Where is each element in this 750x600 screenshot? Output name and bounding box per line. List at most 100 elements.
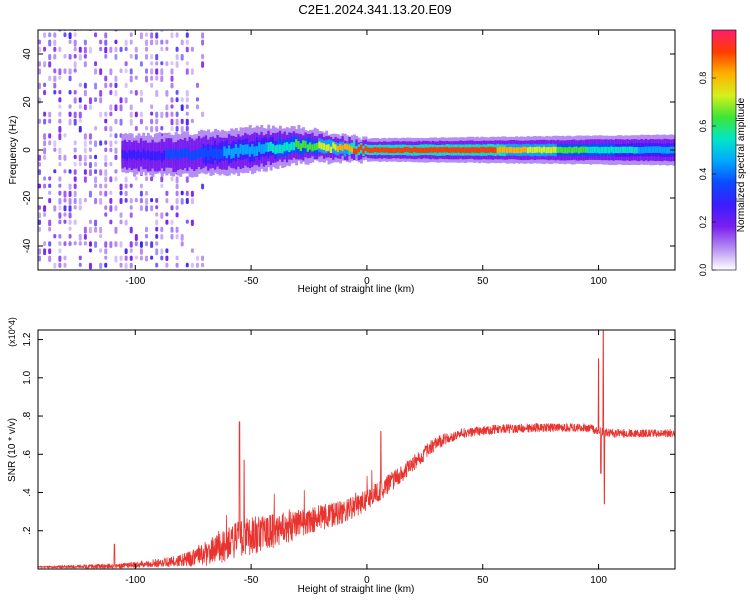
heatmap-noise-cell [68,75,72,82]
heatmap-band-cell [151,151,155,161]
heatmap-noise-cell [38,183,41,189]
heatmap-band-cell [216,149,220,160]
heatmap-noise-cell [109,162,113,167]
heatmap-noise-cell [134,75,138,80]
heatmap-noise-cell [165,255,169,261]
heatmap-band-cell [137,149,141,159]
heatmap-noise-cell [63,154,67,161]
heatmap-noise-cell [129,226,133,234]
heatmap-band-cell [589,146,593,154]
heatmap-noise-cell [139,248,143,255]
heatmap-noise-cell [114,169,118,174]
heatmap-noise-cell [160,176,164,183]
heatmap-band-cell [436,147,440,153]
heatmap-noise-cell [170,226,174,233]
heatmap-noise-cell [155,234,159,239]
snr-y-multiplier: (x10^4) [7,317,17,347]
heatmap-noise-cell [43,118,47,125]
heatmap-noise-cell [58,97,62,103]
heatmap-noise-cell [68,190,72,197]
heatmap-noise-cell [43,61,47,68]
spectrogram-ticks: -100 -50 0 50 100 -40 -20 0 20 40 [22,30,675,287]
heatmap-noise-cell [155,111,159,118]
heatmap-band-cell [637,147,641,154]
heatmap-band-cell [485,147,488,154]
heatmap-noise-cell [109,104,113,111]
heatmap-band-cell [246,144,250,155]
heatmap-noise-cell [165,190,169,196]
heatmap-noise-cell [155,262,159,268]
heatmap-noise-cell [185,97,189,103]
heatmap-noise-cell [175,262,179,268]
heatmap-noise-cell [53,82,57,89]
heatmap-noise-cell [129,212,133,218]
heatmap-band-cell [545,147,549,154]
heatmap-noise-cell [68,219,72,225]
heatmap-noise-cell [145,226,149,233]
heatmap-noise-cell [58,205,62,211]
heatmap-noise-cell [176,25,179,29]
heatmap-noise-cell [78,104,82,110]
heatmap-noise-cell [104,205,108,211]
heatmap-noise-cell [134,90,138,96]
heatmap-noise-cell [73,154,77,160]
heatmap-noise-cell [170,205,174,211]
heatmap-noise-cell [58,176,62,182]
snr-y-tick-label: 1.0 [22,370,33,384]
heatmap-band-cell [438,146,442,153]
heatmap-noise-cell [43,140,47,147]
heatmap-noise-cell [48,219,52,227]
heatmap-band-cell [503,146,507,153]
heatmap-noise-cell [170,219,174,225]
heatmap-band-cell [165,148,169,158]
heatmap-band-cell [209,146,213,156]
heatmap-band-cell [605,146,609,154]
heatmap-noise-cell [160,75,164,82]
heatmap-noise-cell [185,46,189,53]
heatmap-noise-cell [134,46,138,53]
heatmap-noise-cell [129,68,133,75]
heatmap-noise-cell [155,39,159,46]
heatmap-noise-cell [63,198,67,203]
snr-panel: -100 -50 0 50 100 .2 .4 .6 .8 1.0 1.2 Height of st… [7,317,676,595]
heatmap-band-cell [552,146,556,153]
heatmap-noise-cell [175,190,179,197]
heatmap-noise-cell [185,219,189,224]
heatmap-noise-cell [185,61,189,66]
heatmap-noise-cell [190,262,194,268]
heatmap-band-cell [540,147,544,154]
heatmap-band-cell [600,146,604,154]
heatmap-band-cell [190,151,194,161]
heatmap-noise-cell [78,111,82,119]
heatmap-noise-cell [190,68,194,75]
heatmap-band-cell [123,150,127,159]
heatmap-noise-cell [58,212,62,219]
heatmap-noise-cell [201,39,205,46]
heatmap-band-cell [408,147,412,153]
heatmap-band-cell [355,148,359,155]
heatmap-noise-cell [68,39,72,45]
heatmap-noise-cell [150,241,154,249]
heatmap-noise-cell [129,262,133,269]
heatmap-noise-cell [48,183,52,189]
heatmap-band-cell [498,146,502,153]
heatmap-band-cell [174,148,178,158]
heatmap-band-cell [295,139,299,148]
heatmap-noise-cell [83,133,87,140]
heatmap-noise-cell [63,32,67,38]
heatmap-band-cell [515,147,519,154]
heatmap-band-cell [336,145,340,152]
heatmap-noise-cell [190,118,194,124]
heatmap-noise-cell [124,219,128,226]
heatmap-noise-cell [58,262,62,268]
heatmap-noise-cell [185,111,189,116]
heatmap-band-cell [262,144,266,154]
heatmap-noise-cell [109,140,113,147]
heatmap-noise-cell [43,248,47,256]
heatmap-band-cell [346,144,349,150]
spectrogram-y-tick-label: -40 [22,238,33,253]
heatmap-band-cell [239,143,243,154]
heatmap-noise-cell [48,190,52,195]
heatmap-noise-cell [104,176,108,182]
heatmap-band-cell [577,147,581,154]
